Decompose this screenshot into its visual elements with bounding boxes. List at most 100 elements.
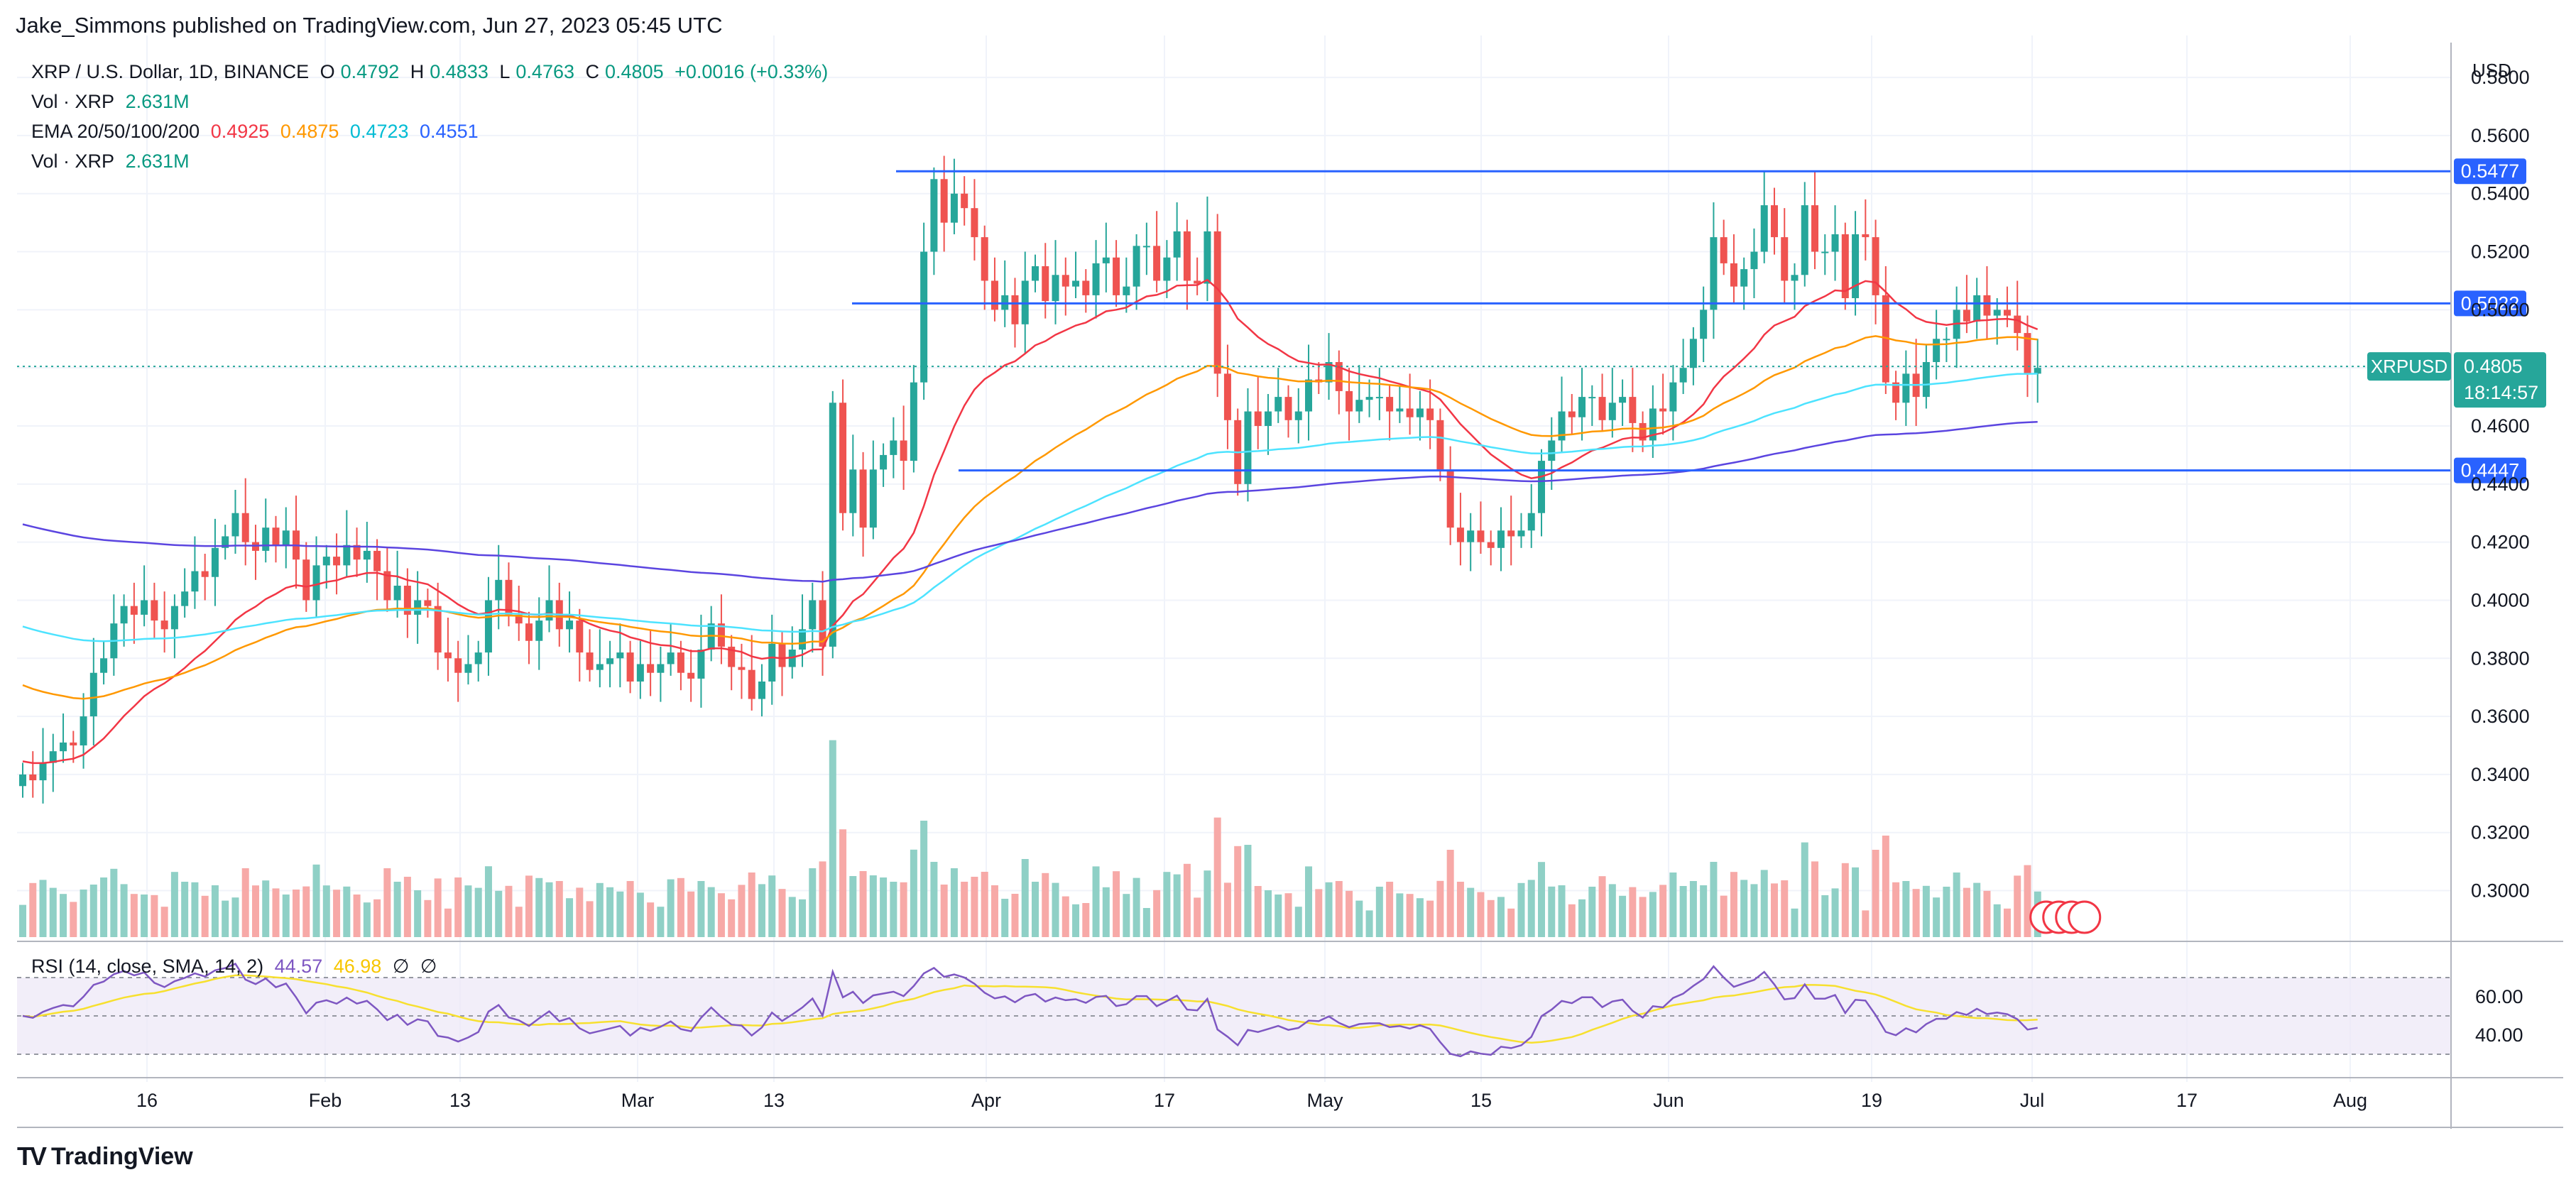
volume-bar [859, 871, 867, 937]
candle-body [1507, 530, 1515, 537]
symbol-tag [2367, 352, 2451, 381]
candle-body [1396, 408, 1404, 412]
volume-bar [1862, 910, 1870, 937]
candle-body [484, 600, 492, 653]
volume-bar [1092, 866, 1100, 937]
candle-body [910, 382, 917, 461]
volume-bar [1750, 884, 1758, 937]
price-tags: XRPUSD 0.4805 18:14:57 [17, 352, 2546, 934]
volume2-value: 2.631M [125, 151, 190, 172]
volume-bar [1294, 907, 1302, 937]
volume-bar [1346, 890, 1353, 937]
candle-body [839, 403, 847, 513]
volume-bar [1649, 892, 1657, 937]
volume-bar [222, 900, 229, 937]
volume-bar [2014, 875, 2021, 937]
candle-body [2024, 333, 2031, 374]
candle-body [799, 629, 807, 650]
volume-bar [414, 890, 422, 937]
candle-body [1983, 295, 1991, 316]
candle-body [1558, 411, 1566, 441]
candle-body [1102, 257, 1110, 263]
volume-bar [1264, 890, 1272, 937]
volume-bar [1335, 881, 1343, 937]
rsi-legend: RSI (14, close, SMA, 14, 2) 44.57 46.98 … [31, 956, 442, 978]
candle-body [1406, 408, 1414, 417]
level-tag-label: 0.4447 [2461, 460, 2520, 481]
volume-bar [697, 881, 705, 937]
volume-bar [211, 885, 219, 937]
volume-bar [1983, 890, 1991, 937]
candle-body [343, 545, 351, 566]
low-label: L [499, 61, 511, 82]
candle-body [1619, 397, 1627, 403]
volume-bar [2003, 908, 2011, 937]
volume-bar [515, 907, 523, 937]
candle-body [444, 652, 452, 659]
candle-body [201, 571, 209, 577]
candle-body [1386, 397, 1394, 412]
candle-body [1204, 231, 1211, 284]
volume-bar [880, 877, 888, 937]
candle-body [1123, 286, 1130, 295]
volume-bar [717, 893, 725, 937]
candle-body [1791, 275, 1799, 281]
candle-body [1142, 246, 1150, 248]
x-tick-label: Aug [2333, 1090, 2367, 1111]
volume-bar [1791, 908, 1799, 937]
volume-bar [1781, 880, 1789, 937]
candle-body [1092, 263, 1100, 295]
candle-body [353, 545, 361, 560]
rsi-empty-2: ∅ [420, 956, 437, 977]
candle-body [778, 643, 786, 667]
volume-bar [1213, 817, 1221, 937]
x-tick-label: Jul [2020, 1090, 2045, 1111]
level-tag [2454, 158, 2526, 185]
volume-bar [667, 879, 675, 937]
volume-bar [39, 880, 47, 937]
volume-bar [293, 890, 300, 937]
tradingview-brand[interactable]: TV TradingView [17, 1142, 193, 1171]
ema-lines [22, 278, 2039, 765]
volume-label: Vol · XRP [31, 91, 115, 112]
volume-bar [1072, 904, 1080, 937]
x-tick-label: 17 [1154, 1090, 1175, 1111]
candle-body [606, 658, 614, 664]
volume-bar [322, 885, 330, 937]
volume-bar [1679, 886, 1687, 937]
volume-bar [940, 885, 948, 937]
volume-bar [1689, 881, 1697, 937]
candle-body [151, 600, 158, 621]
volume-bar [1061, 896, 1069, 937]
volume-bar [1133, 877, 1140, 937]
candle-body [1436, 420, 1444, 470]
volume-bar [758, 884, 765, 937]
candle-body [1194, 280, 1201, 284]
volume-bar [990, 885, 998, 937]
volume-bar [2024, 865, 2031, 937]
y-tick-label: 0.3200 [2471, 822, 2530, 843]
x-tick-label: 17 [2176, 1090, 2198, 1111]
volume-bar [616, 891, 624, 937]
volume-bar [738, 885, 746, 937]
candle-body [697, 650, 705, 679]
volume-bar [1123, 894, 1130, 937]
volume-bar [829, 740, 836, 937]
volume-bar [484, 866, 492, 937]
low-value: 0.4763 [515, 61, 574, 82]
horizontal-levels: 0.5477 0.5022 0.4447 [852, 158, 2526, 483]
candle-body [414, 600, 422, 615]
volume-bar [748, 873, 755, 937]
y-tick-label: 0.3600 [2471, 706, 2530, 727]
volume-bar [1700, 885, 1708, 937]
y-tick-label: 0.5400 [2471, 183, 2530, 204]
volume-bar [1254, 886, 1262, 937]
volume-bar [1386, 882, 1394, 937]
volume-bar [312, 864, 320, 937]
candle-body [566, 620, 574, 630]
volume-bar [890, 882, 897, 937]
candle-body [262, 527, 270, 551]
legend-symbol-row: XRP / U.S. Dollar, 1D, BINANCE O 0.4792 H… [31, 61, 834, 83]
volume-bar [1396, 893, 1404, 937]
